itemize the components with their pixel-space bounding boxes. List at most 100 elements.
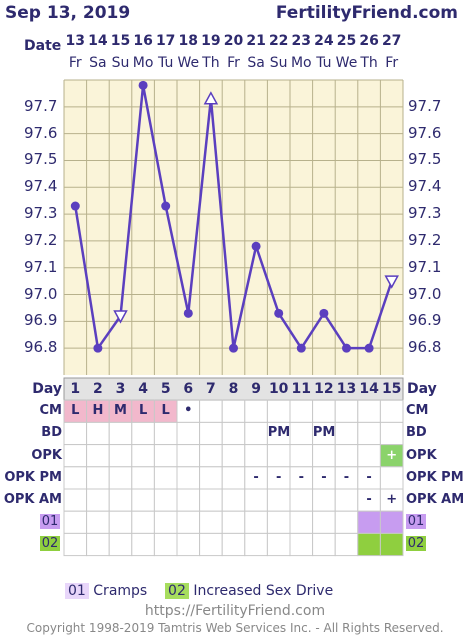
table-cell	[357, 421, 381, 446]
table-cell	[289, 488, 314, 512]
temperature-point	[161, 201, 171, 211]
temperature-point	[342, 343, 351, 353]
weekday-label: Sa	[247, 55, 265, 71]
table-cell	[221, 466, 246, 490]
date-number: 21	[246, 33, 266, 49]
table-cell-text: M	[114, 403, 127, 419]
table-cell	[153, 510, 178, 534]
row-label-left: 01	[40, 514, 60, 530]
cycle-day-number: 1	[70, 381, 81, 397]
weekday-label: Fr	[68, 55, 82, 71]
date-number: 13	[65, 33, 86, 49]
cycle-day-number: 7	[206, 381, 216, 397]
table-cell	[289, 399, 314, 423]
table-cell-text: H	[92, 403, 104, 419]
temperature-point-triangle-up	[203, 91, 219, 105]
cycle-day-number: 6	[183, 381, 194, 397]
table-cell-text: -	[321, 469, 327, 485]
table-cell	[86, 444, 110, 468]
table-cell	[357, 399, 381, 423]
table-cell	[108, 532, 133, 557]
table-cell-text: •	[184, 403, 193, 419]
table-cell-text: +	[386, 492, 398, 507]
table-cell-text: -	[343, 469, 350, 485]
y-tick-label-right: 97.5	[408, 150, 442, 169]
date-number: 26	[359, 33, 379, 49]
table-cell	[312, 444, 336, 468]
table-cell	[289, 510, 314, 534]
row-label-right: OPK PM	[406, 469, 464, 485]
table-cell	[334, 510, 359, 534]
y-tick-label-left: 97.1	[24, 257, 58, 276]
y-tick-label-right: 97.3	[408, 204, 442, 223]
y-tick-label-right: 97.6	[408, 123, 442, 142]
day-row-label-left: Day	[32, 381, 62, 397]
table-cell	[289, 532, 314, 557]
table-cell	[63, 532, 88, 557]
table-cell	[153, 421, 178, 446]
table-cell	[63, 444, 88, 468]
row-label-left: OPK PM	[4, 469, 62, 485]
day-row-label-right: Day	[407, 381, 437, 397]
table-cell	[379, 399, 404, 423]
table-cell	[199, 421, 223, 446]
table-cell	[379, 510, 404, 534]
table-cell-text: -	[275, 469, 282, 485]
cycle-day-number: 12	[314, 381, 334, 397]
y-tick-label-left: 96.9	[24, 311, 58, 330]
table-cell	[131, 444, 155, 468]
table-cell-text: +	[386, 447, 398, 463]
y-tick-label-left: 97.7	[24, 96, 58, 115]
temperature-point-triangle-down	[384, 275, 399, 289]
table-cell	[312, 488, 336, 512]
cycle-day-number: 10	[268, 381, 289, 397]
temperature-point	[70, 201, 80, 211]
table-cell	[266, 532, 291, 557]
date-number: 25	[336, 33, 357, 49]
table-cell-text: L	[71, 403, 80, 419]
table-cell	[334, 532, 359, 557]
row-label-left: BD	[41, 425, 62, 441]
y-tick-label-left: 97.6	[24, 123, 58, 142]
row-label-left: OPK	[31, 447, 62, 463]
table-cell-text: PM	[312, 425, 336, 441]
cycle-day-number: 4	[138, 381, 148, 397]
table-cell	[86, 488, 110, 512]
table-cell	[244, 399, 268, 423]
date-number: 14	[88, 33, 108, 49]
table-cell	[153, 444, 178, 468]
date-label: Date	[24, 38, 62, 54]
temperature-point	[138, 80, 148, 90]
table-cell-text: -	[253, 469, 259, 485]
table-cell	[266, 488, 291, 512]
row-label-left: 02	[40, 536, 60, 552]
table-cell-text: -	[366, 492, 372, 507]
y-tick-label-left: 96.8	[24, 338, 58, 357]
date-number: 22	[268, 33, 289, 49]
table-cell	[176, 510, 201, 534]
table-cell	[176, 488, 201, 512]
row-label-right: BD	[406, 425, 427, 441]
table-cell	[312, 510, 336, 534]
y-tick-label-left: 97.3	[24, 204, 58, 223]
table-cell	[221, 399, 246, 423]
cycle-day-number: 13	[336, 381, 357, 397]
table-cell	[199, 510, 223, 534]
table-cell	[199, 444, 223, 468]
cycle-day-number: 11	[291, 381, 312, 397]
table-cell	[334, 399, 359, 423]
table-cell-text: L	[161, 403, 170, 419]
table-cell-text: -	[298, 469, 304, 485]
y-tick-label-right: 96.8	[408, 338, 442, 357]
weekday-label: Mo	[132, 55, 154, 71]
legend-cramps-label: Cramps	[93, 583, 148, 599]
table-cell	[176, 421, 201, 446]
footer-url[interactable]: https://FertilityFriend.com	[144, 603, 326, 619]
row-label-right: OPK	[406, 447, 437, 463]
cycle-day-number: 5	[160, 381, 171, 397]
y-tick-label-right: 97.0	[408, 284, 442, 303]
temperature-point	[319, 308, 329, 318]
table-cell	[63, 488, 88, 512]
weekday-label: We	[177, 55, 200, 71]
